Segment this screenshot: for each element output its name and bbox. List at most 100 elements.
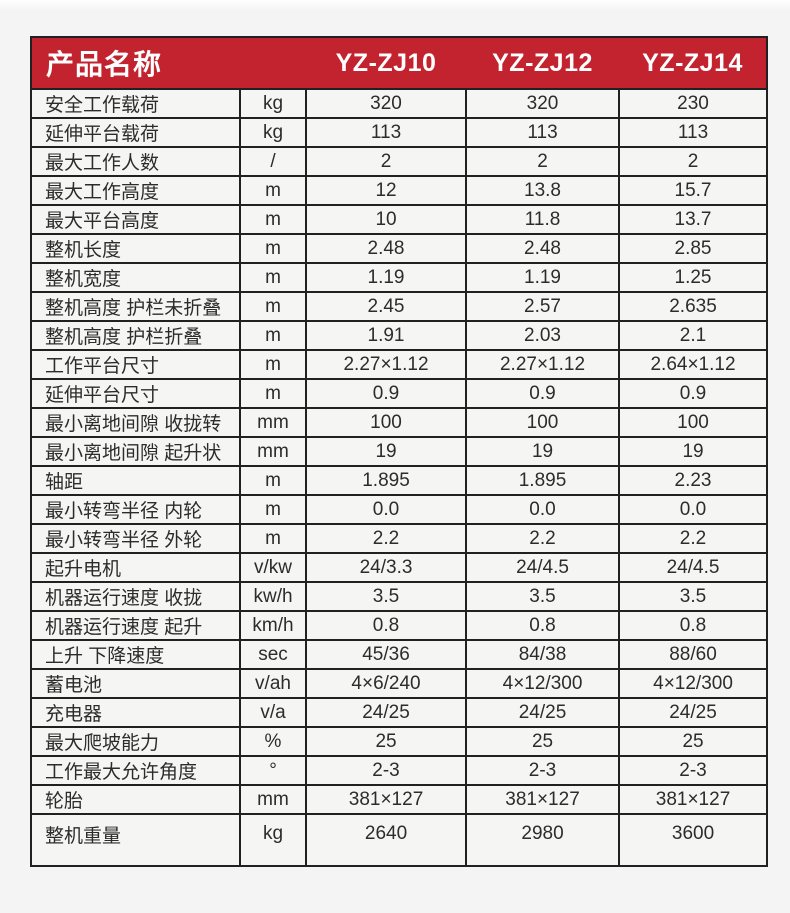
table-row: 轴距 m 1.895 1.895 2.23 [30, 465, 769, 496]
spec-label: 最小转弯半径 外轮 [30, 523, 241, 554]
spec-value-yz-zj12: 84/38 [465, 639, 621, 670]
spec-value-yz-zj14: 1.25 [618, 262, 769, 293]
spec-label: 工作最大允许角度 [30, 755, 241, 786]
table-row: 延伸平台载荷 kg 113 113 113 [30, 117, 769, 148]
spec-unit: kw/h [238, 581, 308, 612]
table-row: 机器运行速度 收拢 kw/h 3.5 3.5 3.5 [30, 581, 769, 612]
spec-value-yz-zj14: 113 [618, 117, 769, 148]
spec-value-yz-zj10: 45/36 [305, 639, 468, 670]
spec-unit: m [238, 175, 308, 206]
table-row: 整机宽度 m 1.19 1.19 1.25 [30, 262, 769, 293]
spec-value-yz-zj10: 24/25 [305, 697, 468, 728]
spec-value-yz-zj14: 24/4.5 [618, 552, 769, 583]
spec-value-yz-zj12: 3.5 [465, 581, 621, 612]
spec-unit: m [238, 204, 308, 235]
spec-value-yz-zj12: 13.8 [465, 175, 621, 206]
spec-value-yz-zj14: 19 [618, 436, 769, 467]
model-header-yz-zj14: YZ-ZJ14 [619, 37, 768, 90]
spec-value-yz-zj10: 2.2 [305, 523, 468, 554]
table-row: 整机高度 护栏折叠 m 1.91 2.03 2.1 [30, 320, 769, 351]
spec-value-yz-zj14: 2.2 [618, 523, 769, 554]
table-row: 机器运行速度 起升 km/h 0.8 0.8 0.8 [30, 610, 769, 641]
spec-value-yz-zj12: 2.48 [465, 233, 621, 264]
table-row: 最大工作高度 m 12 13.8 15.7 [30, 175, 769, 206]
table-row: 安全工作载荷 kg 320 320 230 [30, 88, 769, 119]
spec-value-yz-zj14: 88/60 [618, 639, 769, 670]
spec-label: 整机高度 护栏折叠 [30, 320, 241, 351]
spec-unit: m [238, 494, 308, 525]
model-header-yz-zj10: YZ-ZJ10 [306, 37, 467, 90]
table-row: 最小转弯半径 外轮 m 2.2 2.2 2.2 [30, 523, 769, 554]
spec-value-yz-zj12: 2.2 [465, 523, 621, 554]
table-row: 最大爬坡能力% 25 25 25 [30, 726, 769, 757]
spec-label: 轴距 [30, 465, 241, 496]
spec-value-yz-zj12: 4×12/300 [465, 668, 621, 699]
spec-value-yz-zj14: 2 [618, 146, 769, 177]
model-header-yz-zj12: YZ-ZJ12 [466, 37, 620, 90]
spec-unit: kg [238, 813, 308, 867]
spec-value-yz-zj14: 0.0 [618, 494, 769, 525]
spec-label: 整机长度 [30, 233, 241, 264]
spec-unit: m [238, 233, 308, 264]
spec-label: 整机重量 [30, 813, 241, 867]
spec-value-yz-zj10: 320 [305, 88, 468, 119]
spec-label: 整机高度 护栏未折叠 [30, 291, 241, 322]
spec-value-yz-zj14: 25 [618, 726, 769, 757]
spec-value-yz-zj14: 15.7 [618, 175, 769, 206]
spec-value-yz-zj10: 2 [305, 146, 468, 177]
spec-value-yz-zj10: 2-3 [305, 755, 468, 786]
spec-label: 最小离地间隙 收拢转 [30, 407, 241, 438]
spec-unit: / [238, 146, 308, 177]
spec-unit: kg [238, 88, 308, 119]
spec-unit: m [238, 523, 308, 554]
spec-value-yz-zj10: 0.8 [305, 610, 468, 641]
spec-label: 充电器 [30, 697, 241, 728]
spec-value-yz-zj14: 3.5 [618, 581, 769, 612]
spec-value-yz-zj10: 381×127 [305, 784, 468, 815]
table-row: 最大工作人数/2 2 2 [30, 146, 769, 177]
spec-label: 最小转弯半径 内轮 [30, 494, 241, 525]
spec-value-yz-zj14: 2.85 [618, 233, 769, 264]
spec-value-yz-zj14: 2.635 [618, 291, 769, 322]
spec-value-yz-zj10: 19 [305, 436, 468, 467]
spec-value-yz-zj12: 0.9 [465, 378, 621, 409]
spec-value-yz-zj14: 100 [618, 407, 769, 438]
spec-unit: kg [238, 117, 308, 148]
spec-value-yz-zj12: 25 [465, 726, 621, 757]
spec-label: 工作平台尺寸 [30, 349, 241, 380]
spec-label: 延伸平台尺寸 [30, 378, 241, 409]
spec-value-yz-zj14: 13.7 [618, 204, 769, 235]
table-row: 充电器 v/a 24/25 24/25 24/25 [30, 697, 769, 728]
spec-unit: v/a [238, 697, 308, 728]
spec-value-yz-zj12: 2980 [465, 813, 621, 867]
spec-value-yz-zj12: 100 [465, 407, 621, 438]
spec-unit: m [238, 465, 308, 496]
spec-value-yz-zj12: 11.8 [465, 204, 621, 235]
spec-value-yz-zj10: 12 [305, 175, 468, 206]
spec-label: 最大工作人数 [30, 146, 241, 177]
spec-value-yz-zj14: 2.23 [618, 465, 769, 496]
spec-value-yz-zj10: 0.0 [305, 494, 468, 525]
spec-unit: mm [238, 407, 308, 438]
spec-value-yz-zj14: 0.8 [618, 610, 769, 641]
spec-value-yz-zj10: 2.48 [305, 233, 468, 264]
spec-value-yz-zj14: 381×127 [618, 784, 769, 815]
spec-label: 机器运行速度 收拢 [30, 581, 241, 612]
spec-value-yz-zj12: 24/25 [465, 697, 621, 728]
spec-unit: ° [238, 755, 308, 786]
spec-table-body: 安全工作载荷 kg 320 320 230 延伸平台载荷 kg 113 113 113 最大工作人数… [30, 88, 769, 867]
spec-unit: m [238, 349, 308, 380]
spec-unit: km/h [238, 610, 308, 641]
spec-unit: v/kw [238, 552, 308, 583]
spec-value-yz-zj12: 19 [465, 436, 621, 467]
table-row: 最大平台高度 m 10 11.8 13.7 [30, 204, 769, 235]
spec-value-yz-zj14: 0.9 [618, 378, 769, 409]
spec-unit: m [238, 320, 308, 351]
table-header-row: 产品名称 YZ-ZJ10 YZ-ZJ12 YZ-ZJ14 [31, 37, 768, 90]
spec-label: 机器运行速度 起升 [30, 610, 241, 641]
spec-label: 安全工作载荷 [30, 88, 241, 119]
spec-label: 起升电机 [30, 552, 241, 583]
spec-value-yz-zj10: 1.895 [305, 465, 468, 496]
spec-value-yz-zj12: 2-3 [465, 755, 621, 786]
table-row: 最小离地间隙 起升状 mm 19 19 19 [30, 436, 769, 467]
